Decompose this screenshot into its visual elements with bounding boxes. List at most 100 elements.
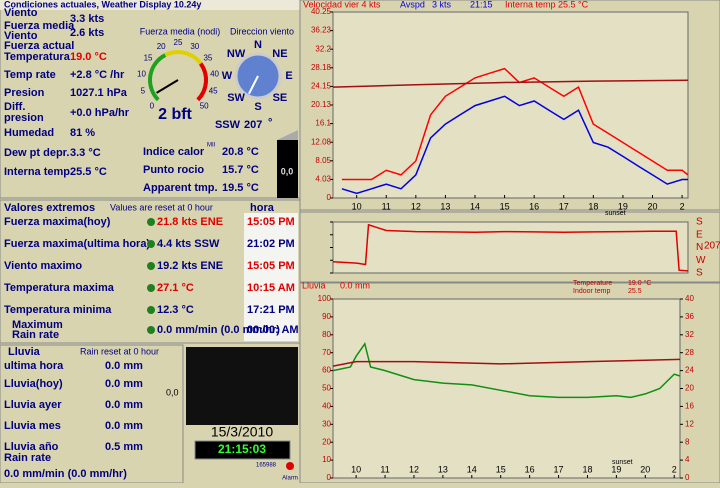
- rain-label: ultima hora: [4, 360, 64, 372]
- beaufort: 2 bft: [158, 106, 192, 123]
- y-tick-label: 32.2: [315, 44, 331, 53]
- y-tick-label: 0: [327, 473, 332, 482]
- sunset-label: sunset: [612, 459, 633, 466]
- gauge-tick-label: 45: [209, 87, 218, 96]
- gauge-tick-label: 5: [141, 87, 146, 96]
- x-tick-label: 17: [554, 464, 564, 474]
- extreme-value: 21.8 kts ENE: [157, 216, 223, 228]
- extremes-note: Values are reset at 0 hour: [110, 202, 213, 212]
- alarm-label: Alarm: [282, 476, 298, 482]
- series-line: [332, 358, 681, 367]
- y-tick-label: 24.15: [311, 82, 332, 91]
- y-tick-label: 20.13: [311, 100, 332, 109]
- y-tick-label: 90: [322, 312, 331, 321]
- rain-title: Lluvia: [8, 346, 41, 358]
- extreme-label: Temperatura minima: [4, 304, 112, 316]
- row-label: Diff.: [4, 101, 25, 113]
- graph-header: Avspd: [400, 0, 425, 9]
- extreme-time: 21:02 PM: [247, 238, 295, 250]
- alarm-light: [286, 462, 294, 470]
- rain-rate-value: 0.0 mm/min (0.0 mm/hr): [4, 468, 127, 480]
- legend-note: Indoor temp: [573, 288, 610, 295]
- derived-label: Punto rocio: [143, 164, 204, 176]
- extreme-time: 15:05 PM: [247, 216, 295, 228]
- gauge-tick-label: 20: [157, 42, 166, 51]
- y-tick-label: 80: [322, 330, 331, 339]
- y-tick-label: 28.18: [311, 63, 332, 72]
- extreme-label: Viento maximo: [4, 260, 82, 272]
- x-tick-label: 18: [582, 464, 592, 474]
- y2-tick-label: 24: [685, 366, 694, 375]
- graph-header: Velocidad vier 4 kts: [303, 0, 381, 9]
- x-tick-label: 13: [438, 464, 448, 474]
- direction: SSW: [215, 119, 241, 131]
- x-tick-label: 14: [467, 464, 477, 474]
- extreme-value: 27.1 °C: [157, 282, 194, 294]
- gauge-arc: [196, 62, 208, 102]
- row-value: 19.0 °C: [70, 51, 107, 63]
- series-line: [332, 223, 689, 272]
- row-value: +0.0 hPa/hr: [70, 107, 130, 119]
- row-label: Dew pt depr.: [4, 147, 69, 159]
- x-tick-label: 15: [496, 464, 506, 474]
- legend-note-value: 19.0 °C: [628, 279, 651, 287]
- row-label: Viento: [4, 7, 38, 19]
- y-tick-label: 50: [322, 384, 331, 393]
- graph-header: Lluvia: [302, 280, 326, 290]
- x-tick-label: 10: [351, 464, 361, 474]
- extreme-time: 15:05 PM: [247, 260, 295, 272]
- status-dot: [147, 326, 155, 334]
- gauge-tick-label: 50: [200, 101, 209, 110]
- x-tick-label: 11: [382, 201, 391, 211]
- rain-value: 0.5 mm: [105, 441, 143, 453]
- row-label: Viento: [4, 30, 38, 42]
- y-tick-label: 40.25: [311, 7, 332, 16]
- row-value: 3.3 °C: [70, 147, 101, 159]
- x-tick-label: 14: [470, 201, 480, 211]
- x-tick-label: 18: [588, 201, 598, 211]
- x-tick-label: 17: [559, 201, 569, 211]
- y-tick-label: 10: [322, 455, 331, 464]
- y-tick-label: 60: [322, 366, 331, 375]
- y-tick-label: 12.08: [311, 137, 332, 146]
- rain-panel: [0, 344, 184, 484]
- y-tick-label: E: [696, 229, 703, 240]
- compass-needle: [248, 75, 259, 95]
- x-tick-label: 11: [380, 464, 389, 474]
- gauge-tick-label: 25: [174, 38, 183, 47]
- compass-point: N: [254, 39, 262, 51]
- y2-tick-label: 36: [685, 312, 694, 321]
- y-tick-label: S: [696, 268, 703, 279]
- rain-value: 0.0 mm: [105, 360, 143, 372]
- y-tick-label: 30: [322, 419, 331, 428]
- direction-degrees: 207: [244, 119, 262, 131]
- rain-label: Lluvia(hoy): [4, 378, 63, 390]
- compass-point: NW: [227, 48, 246, 60]
- y2-tick-label: 28: [685, 348, 694, 357]
- status-dot: [147, 284, 155, 292]
- y-tick-label: N: [696, 242, 703, 253]
- counter: 165988: [256, 463, 277, 469]
- extreme-label: Temperatura maxima: [4, 282, 115, 294]
- x-tick-label: 10: [352, 201, 362, 211]
- x-tick-label: 16: [525, 464, 535, 474]
- extreme-time: 17:21 PM: [247, 304, 295, 316]
- extreme-value: 19.2 kts ENE: [157, 260, 223, 272]
- y2-tick-label: 32: [685, 330, 694, 339]
- compass-point: E: [285, 70, 292, 82]
- graph-header: 0.0 mm: [340, 280, 370, 290]
- camera-label: 0,0: [166, 387, 179, 397]
- clock-box: [194, 440, 291, 460]
- row-value: 3.3 kts: [70, 13, 104, 25]
- extreme-time: 10:15 AM: [247, 282, 295, 294]
- y2-tick-label: 8: [685, 437, 690, 446]
- x-tick-label: 16: [529, 201, 539, 211]
- camera-image: [186, 347, 298, 425]
- time-column: [244, 213, 298, 341]
- rain-value: 0.0 mm: [105, 399, 143, 411]
- extreme-label: Rain rate: [12, 329, 59, 341]
- graph-header: 3 kts: [432, 0, 452, 9]
- date: 15/3/2010: [211, 424, 273, 440]
- title-bar: [0, 0, 300, 10]
